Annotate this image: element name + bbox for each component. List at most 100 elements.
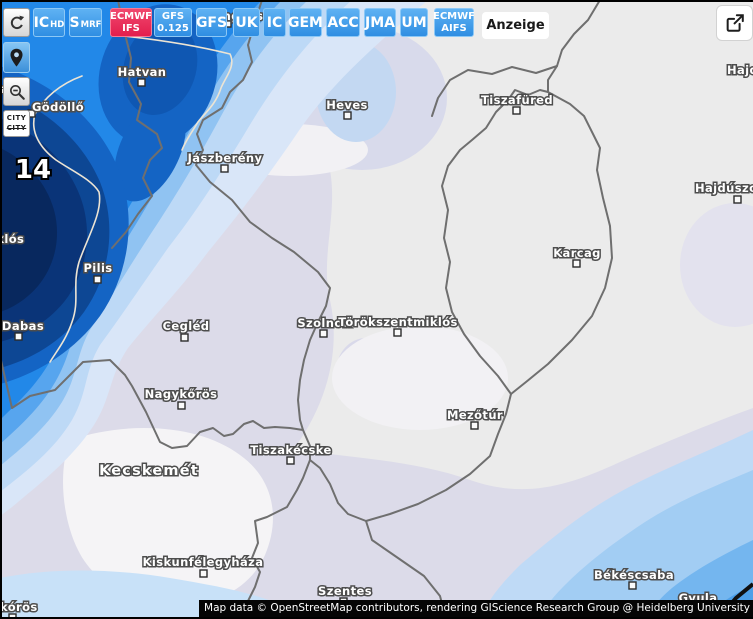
city-label-partial: iklós <box>0 232 24 246</box>
model-button-ichd[interactable]: IC HD <box>33 8 65 37</box>
county-border-ne <box>547 0 601 93</box>
dry-patch-kecskemet <box>63 428 273 605</box>
city-label-partial: kórös <box>0 600 38 614</box>
city-marker <box>393 328 402 337</box>
city-label: Nagykőrös <box>145 387 218 401</box>
window-border-top <box>0 0 753 2</box>
city-label: Mezőtúr <box>447 408 503 422</box>
model-button-acc[interactable]: ACC <box>326 8 360 37</box>
window-border-bottom <box>0 617 753 619</box>
model-label: GEM <box>288 14 323 31</box>
city-marker <box>220 164 229 173</box>
city-marker <box>177 401 186 410</box>
model-label: GFS <box>195 14 228 31</box>
city-label: Pilis <box>83 261 112 275</box>
model-button-gem[interactable]: GEM <box>288 8 323 37</box>
city-marker <box>93 275 102 284</box>
city-marker <box>286 456 295 465</box>
precip-se-band3 <box>646 540 753 619</box>
city-label-partial: Hajd <box>727 63 753 77</box>
refresh-button[interactable] <box>3 8 30 37</box>
model-button-jma[interactable]: JMA <box>364 8 396 37</box>
city-marker <box>180 333 189 342</box>
model-sublabel: AIFS <box>441 22 467 34</box>
model-sublabel: IFS <box>122 22 140 34</box>
model-button-ecmwf-ifs[interactable]: ECMWF IFS <box>110 8 152 37</box>
county-border-karcag <box>510 91 613 395</box>
share-button[interactable] <box>716 5 753 41</box>
city-marker <box>572 259 581 268</box>
model-sublabel: HD <box>50 20 65 31</box>
city-label: Szentes <box>318 584 372 598</box>
model-label: ECMWF <box>433 11 475 22</box>
model-button-um[interactable]: UM <box>400 8 428 37</box>
city-label: Békéscsaba <box>594 568 674 582</box>
city-label: Szolnok <box>297 316 350 330</box>
map-attribution: Map data © OpenStreetMap contributors, r… <box>199 600 753 617</box>
city-toggle-on-label: CITY <box>6 114 27 123</box>
model-label: UM <box>401 14 427 31</box>
refresh-icon <box>10 15 24 29</box>
city-toggle-off-label: CITY <box>6 123 27 132</box>
model-label: S <box>69 14 80 31</box>
city-label: Cegléd <box>163 319 210 333</box>
model-button-gfs0125[interactable]: GFS 0.125 <box>154 8 192 37</box>
trace-area-center <box>52 78 334 506</box>
city-marker <box>470 421 479 430</box>
city-marker <box>199 569 208 578</box>
city-marker <box>733 195 742 204</box>
city-label: Kecskemét <box>99 463 199 479</box>
precip-value-label: 14 <box>15 155 51 185</box>
anzeige-label: Anzeige <box>486 18 545 33</box>
model-button-uk[interactable]: UK <box>233 8 260 37</box>
model-label: ECMWF <box>110 11 152 22</box>
model-button-gfs[interactable]: GFS <box>196 8 227 37</box>
city-label: Karcag <box>553 246 601 260</box>
model-button-smrf[interactable]: S MRF <box>69 8 102 37</box>
dry-patch-center <box>332 326 508 430</box>
location-pin-icon <box>10 48 23 66</box>
city-label: Tiszakécske <box>250 443 331 457</box>
zoom-out-button[interactable] <box>3 77 30 106</box>
model-sublabel: MRF <box>80 20 102 31</box>
anzeige-panel[interactable]: Anzeige <box>482 12 549 39</box>
precip-cell-hatvan-tail <box>114 98 186 202</box>
county-border-tiszafured-west <box>431 65 558 117</box>
model-button-ecmwf-aifs[interactable]: ECMWF AIFS <box>433 8 475 37</box>
city-marker <box>512 106 521 115</box>
city-label: Tiszafüred <box>481 93 553 107</box>
county-border-mid <box>441 99 512 395</box>
city-label: Gödöllő <box>32 100 84 114</box>
share-icon <box>726 14 744 32</box>
city-marker <box>319 329 328 338</box>
city-marker <box>343 111 352 120</box>
city-label: Jászberény <box>187 151 263 165</box>
trace-area-east <box>680 203 753 327</box>
city-label: Dabas <box>2 319 44 333</box>
city-label: Heves <box>326 98 368 112</box>
county-border-south <box>365 393 512 619</box>
model-label: JMA <box>365 14 395 31</box>
city-label: Kiskunfélegyháza <box>143 555 264 569</box>
model-label: IC <box>266 14 283 31</box>
model-button-ic[interactable]: IC <box>263 8 286 37</box>
city-labels-toggle[interactable]: CITY CITY <box>3 110 30 137</box>
model-sublabel: 0.125 <box>157 22 189 34</box>
city-label: Törökszentmiklós <box>338 315 458 329</box>
county-border-jasz <box>195 0 331 431</box>
city-marker <box>628 581 637 590</box>
model-label: ACC <box>327 14 359 31</box>
city-label: Hatvan <box>118 65 167 79</box>
county-border-tiszakecske <box>309 459 367 522</box>
zoom-out-icon <box>9 84 25 100</box>
city-label-partial: Hajdúszob <box>695 181 753 195</box>
precip-cell-hatvan-core <box>122 21 198 115</box>
county-border-light-hatvan <box>123 35 233 151</box>
locate-button[interactable] <box>3 42 30 73</box>
county-border-west <box>111 0 163 249</box>
city-marker <box>14 332 23 341</box>
county-border-tisza <box>0 355 311 619</box>
city-marker <box>137 78 146 87</box>
